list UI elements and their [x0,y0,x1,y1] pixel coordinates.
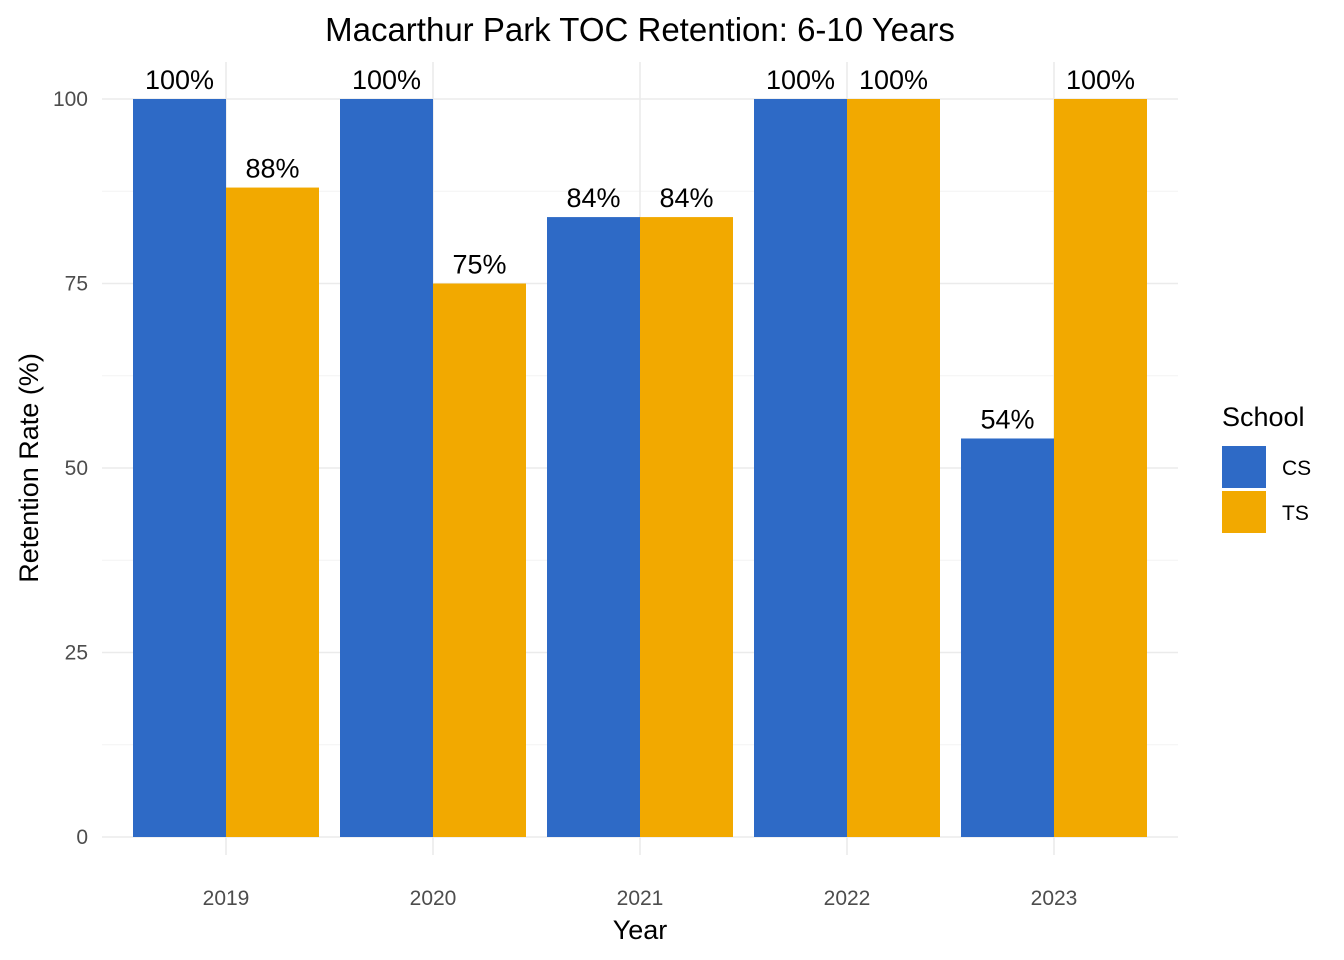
bar-cs-2019 [133,99,226,837]
data-labels: 100% 100% 84% 100% 54% 88% 75% 84% 100% 100% [145,65,1135,434]
bar-ts-2020 [433,283,526,837]
legend: School CS TS [1222,402,1311,533]
bar-ts-2021 [640,217,733,837]
y-tick-label: 100 [53,88,88,111]
data-label-cs-2023: 54% [980,404,1034,434]
data-label-cs-2019: 100% [145,65,214,95]
y-tick-label: 50 [65,457,88,480]
chart-title: Macarthur Park TOC Retention: 6-10 Years [325,11,955,48]
data-label-ts-2021: 84% [659,183,713,213]
y-axis: 0 25 50 75 100 [53,88,88,849]
y-tick-label: 0 [76,826,88,849]
bar-ts-2023 [1054,99,1147,837]
data-label-cs-2022: 100% [766,65,835,95]
legend-label-ts: TS [1282,502,1309,525]
data-label-ts-2020: 75% [452,250,506,280]
legend-swatch-ts [1222,491,1266,533]
data-label-ts-2022: 100% [859,65,928,95]
x-axis: 2019 2020 2021 2022 2023 [203,887,1078,910]
bar-cs-2020 [340,99,433,837]
x-tick-label: 2020 [410,887,457,910]
x-tick-label: 2021 [617,887,664,910]
legend-title: School [1222,402,1305,432]
legend-label-cs: CS [1282,457,1311,480]
bar-cs-2022 [754,99,847,837]
x-axis-title: Year [613,915,668,945]
bar-cs-2023 [961,438,1054,837]
bar-ts-2019 [226,187,319,837]
bar-ts-2022 [847,99,940,837]
data-label-ts-2023: 100% [1066,65,1135,95]
data-label-cs-2020: 100% [352,65,421,95]
x-tick-label: 2023 [1031,887,1078,910]
x-tick-label: 2022 [824,887,871,910]
data-label-cs-2021: 84% [566,183,620,213]
y-axis-title: Retention Rate (%) [14,353,44,583]
x-tick-label: 2019 [203,887,250,910]
data-label-ts-2019: 88% [245,154,299,184]
bars [133,99,1147,837]
bar-cs-2021 [547,217,640,837]
y-tick-label: 75 [65,273,88,296]
y-tick-label: 25 [65,642,88,665]
legend-swatch-cs [1222,446,1266,488]
